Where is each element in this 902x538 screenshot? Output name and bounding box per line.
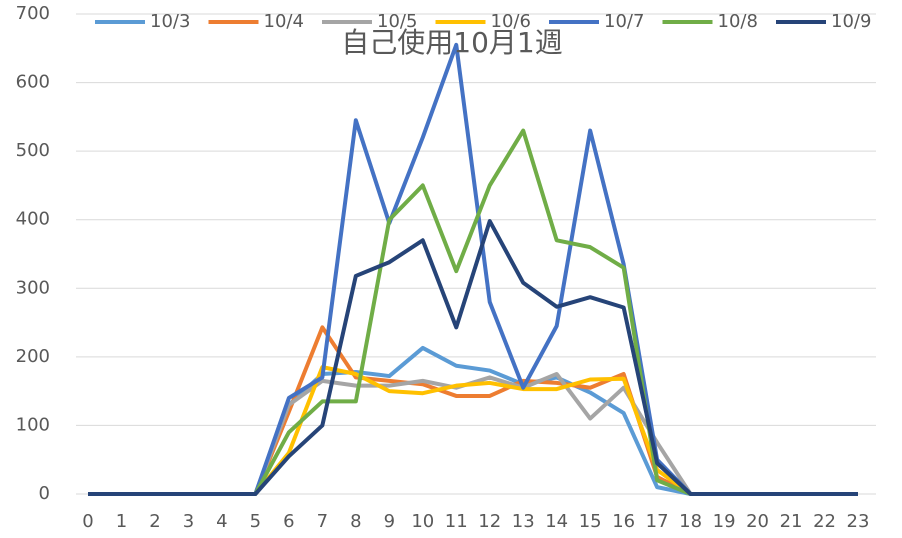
x-tick-label: 5 (250, 511, 261, 532)
x-tick-label: 15 (579, 511, 602, 532)
series-line (88, 219, 858, 496)
legend-label: 10/8 (718, 11, 758, 32)
legend-label: 10/9 (831, 11, 871, 32)
y-tick-label: 500 (16, 140, 50, 161)
legend-label: 10/4 (264, 11, 304, 32)
x-tick-label: 11 (445, 511, 468, 532)
x-tick-label: 21 (780, 511, 803, 532)
x-tick-label: 18 (679, 511, 702, 532)
x-tick-label: 10 (411, 511, 434, 532)
x-tick-label: 8 (350, 511, 361, 532)
x-tick-label: 1 (116, 511, 127, 532)
x-tick-label: 19 (713, 511, 736, 532)
x-tick-label: 4 (216, 511, 227, 532)
x-tick-label: 12 (478, 511, 501, 532)
y-tick-label: 600 (16, 72, 50, 93)
x-tick-label: 7 (317, 511, 328, 532)
legend-label: 10/3 (150, 11, 190, 32)
x-tick-label: 13 (512, 511, 535, 532)
x-tick-label: 3 (183, 511, 194, 532)
x-tick-label: 2 (149, 511, 160, 532)
y-tick-label: 200 (16, 346, 50, 367)
y-tick-label: 100 (16, 414, 50, 435)
x-tick-label: 17 (646, 511, 669, 532)
x-tick-label: 20 (746, 511, 769, 532)
x-tick-label: 16 (612, 511, 635, 532)
y-tick-label: 400 (16, 209, 50, 230)
y-tick-label: 0 (39, 483, 50, 504)
legend-label: 10/7 (604, 11, 644, 32)
y-tick-label: 300 (16, 277, 50, 298)
x-tick-label: 23 (847, 511, 870, 532)
x-tick-label: 14 (545, 511, 568, 532)
x-tick-label: 6 (283, 511, 294, 532)
y-tick-label: 700 (16, 3, 50, 24)
legend-label: 10/5 (377, 11, 417, 32)
x-tick-label: 0 (82, 511, 93, 532)
x-tick-label: 9 (384, 511, 395, 532)
chart-title: 自己使用10月1週 (341, 26, 562, 59)
legend-label: 10/6 (491, 11, 531, 32)
x-tick-label: 22 (813, 511, 836, 532)
